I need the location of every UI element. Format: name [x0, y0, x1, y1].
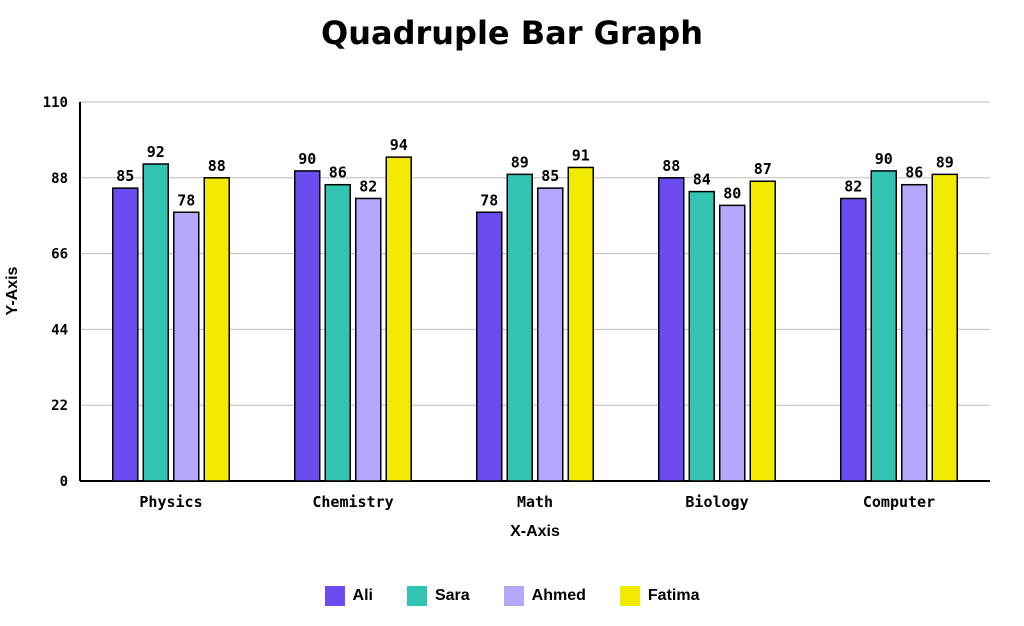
bar-ahmed-math	[537, 187, 564, 482]
y-tick-label: 88	[51, 171, 68, 187]
bar-value-label: 85	[541, 167, 559, 185]
bar-value-label: 82	[844, 177, 862, 195]
bar-ahmed-chemistry	[355, 197, 382, 482]
bar-value-label: 78	[480, 191, 498, 209]
bar-sara-math	[506, 173, 533, 482]
legend-item-sara: Sara	[406, 586, 470, 606]
bar-fatima-math	[567, 166, 594, 482]
bar-ali-chemistry	[294, 170, 321, 482]
legend-swatch	[503, 586, 524, 606]
bar-sara-computer	[870, 170, 897, 482]
bar-value-label: 86	[329, 164, 347, 182]
bar-value-label: 80	[723, 184, 741, 202]
bar-ali-math	[476, 211, 503, 482]
bar-ahmed-computer	[901, 183, 928, 482]
bar-value-label: 86	[905, 164, 923, 182]
bar-value-label: 89	[511, 153, 529, 171]
bar-fatima-computer	[931, 173, 958, 482]
bar-value-label: 88	[662, 157, 680, 175]
bar-fatima-physics	[203, 177, 230, 482]
bar-fatima-biology	[749, 180, 776, 482]
bar-value-label: 88	[208, 157, 226, 175]
bar-value-label: 90	[875, 150, 893, 168]
bar-value-label: 91	[572, 146, 590, 164]
x-tick-label: Math	[517, 493, 553, 511]
bar-fatima-chemistry	[385, 156, 412, 482]
legend-label: Ahmed	[531, 587, 586, 604]
legend-label: Ali	[352, 587, 373, 604]
legend-label: Fatima	[647, 587, 700, 604]
legend-swatch	[324, 586, 345, 606]
bar-sara-chemistry	[324, 183, 351, 482]
x-tick-label: Biology	[685, 493, 748, 511]
x-axis-title: X-Axis	[510, 523, 560, 540]
bar-sara-biology	[688, 190, 715, 482]
y-tick-label: 0	[60, 474, 68, 490]
y-axis-title: Y-Axis	[4, 266, 21, 315]
legend-swatch	[406, 586, 427, 606]
bar-ahmed-biology	[719, 204, 746, 482]
legend-swatch	[619, 586, 640, 606]
y-tick-label: 66	[51, 247, 68, 263]
bar-value-label: 94	[390, 136, 408, 154]
bar-sara-physics	[142, 163, 169, 482]
legend-item-fatima: Fatima	[619, 586, 700, 606]
x-tick-label: Computer	[863, 493, 935, 511]
x-tick-label: Physics	[139, 493, 202, 511]
legend-item-ahmed: Ahmed	[503, 586, 586, 606]
legend-item-ali: Ali	[324, 586, 373, 606]
bar-value-label: 89	[936, 153, 954, 171]
y-tick-label: 22	[51, 398, 68, 414]
legend-label: Sara	[434, 587, 470, 604]
bar-value-label: 92	[147, 143, 165, 161]
chart-legend: Ali Sara Ahmed Fatima	[0, 586, 1024, 606]
bar-value-label: 78	[177, 191, 195, 209]
bar-value-label: 85	[116, 167, 134, 185]
bar-value-label: 84	[693, 171, 711, 189]
y-tick-label: 44	[51, 322, 68, 338]
bar-value-label: 87	[754, 160, 772, 178]
bar-ali-biology	[658, 177, 685, 482]
bar-ali-physics	[112, 187, 139, 482]
x-tick-label: Chemistry	[312, 493, 393, 511]
bar-value-label: 90	[298, 150, 316, 168]
chart-title: Quadruple Bar Graph	[321, 14, 703, 52]
bar-ali-computer	[840, 197, 867, 482]
y-tick-label: 110	[43, 95, 68, 111]
bar-value-label: 82	[359, 177, 377, 195]
bar-ahmed-physics	[173, 211, 200, 482]
